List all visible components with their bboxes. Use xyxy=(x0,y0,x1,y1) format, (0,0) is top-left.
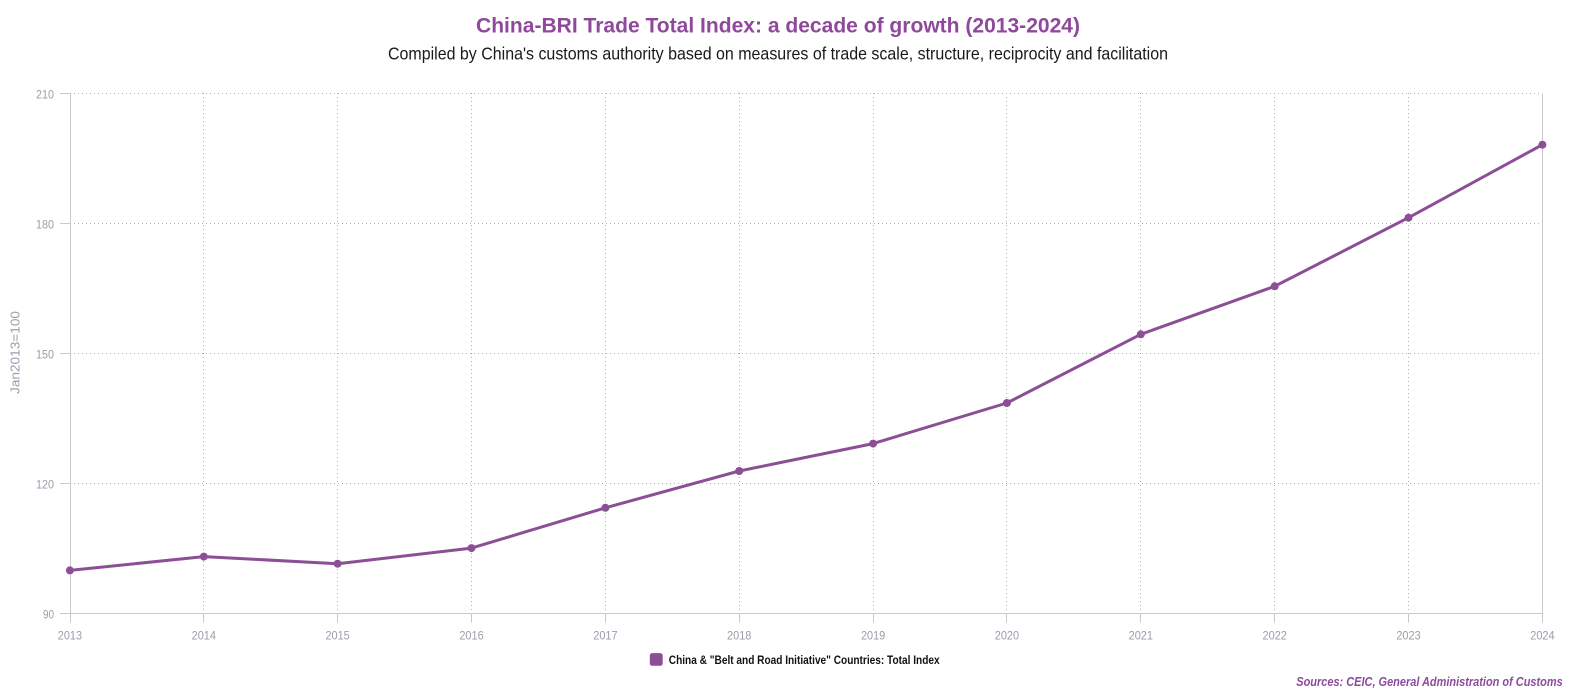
svg-text:2016: 2016 xyxy=(459,628,484,642)
svg-text:Jan2013=100: Jan2013=100 xyxy=(9,311,23,394)
svg-text:2018: 2018 xyxy=(727,628,752,642)
svg-text:2023: 2023 xyxy=(1396,628,1421,642)
svg-text:2024: 2024 xyxy=(1530,628,1555,642)
svg-text:China-BRI Trade Total Index: a: China-BRI Trade Total Index: a decade of… xyxy=(476,14,1080,38)
svg-text:180: 180 xyxy=(36,217,54,231)
svg-text:150: 150 xyxy=(36,347,54,361)
svg-text:2015: 2015 xyxy=(325,628,350,642)
svg-text:2021: 2021 xyxy=(1129,628,1154,642)
svg-text:2017: 2017 xyxy=(593,628,618,642)
svg-text:2020: 2020 xyxy=(995,628,1020,642)
svg-text:2019: 2019 xyxy=(861,628,886,642)
svg-text:China & "Belt and Road Initiat: China & "Belt and Road Initiative" Count… xyxy=(669,653,940,667)
svg-text:Compiled by China's customs au: Compiled by China's customs authority ba… xyxy=(388,43,1168,63)
svg-text:2013: 2013 xyxy=(58,628,83,642)
svg-text:2014: 2014 xyxy=(192,628,217,642)
svg-text:210: 210 xyxy=(36,87,54,101)
svg-text:Sources: CEIC, General Adminis: Sources: CEIC, General Administration of… xyxy=(1296,674,1562,689)
svg-text:120: 120 xyxy=(36,477,54,491)
svg-text:2022: 2022 xyxy=(1263,628,1288,642)
svg-text:90: 90 xyxy=(43,607,54,621)
